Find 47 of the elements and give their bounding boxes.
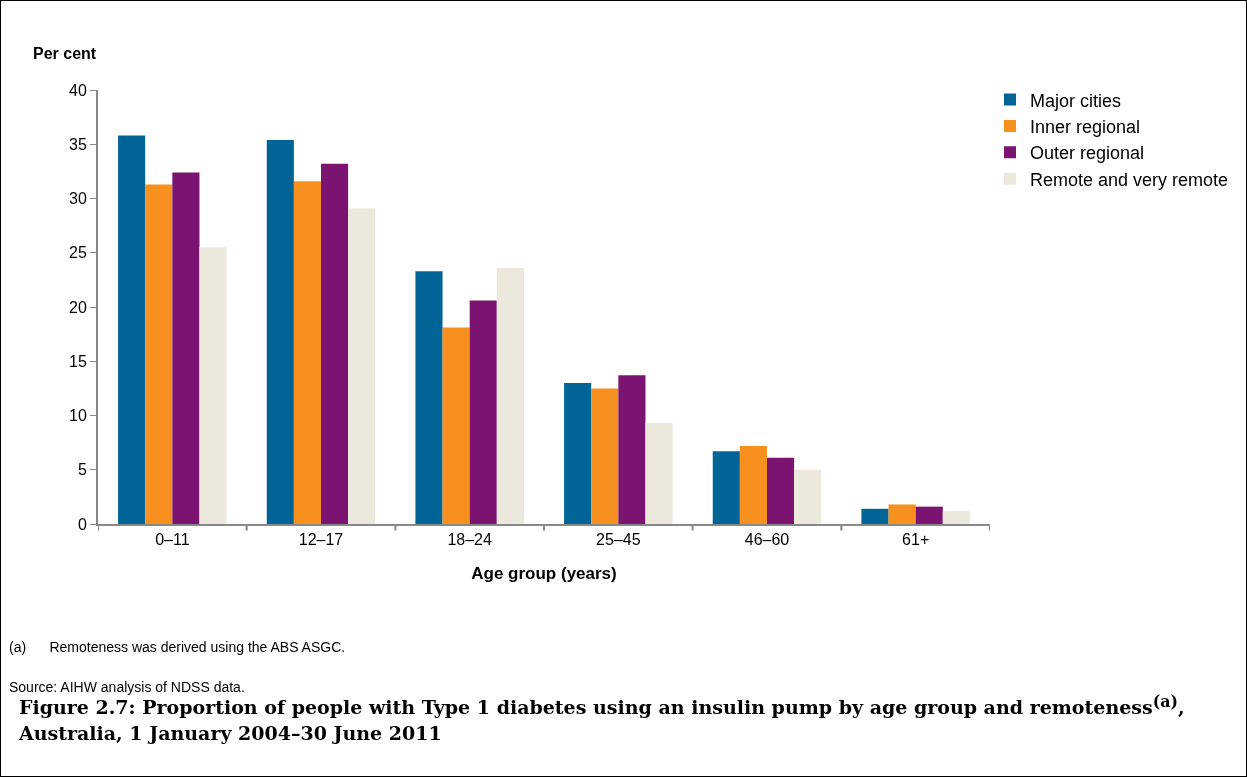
x-tick-label: 61+ <box>902 531 930 549</box>
bar <box>645 423 673 524</box>
legend-label: Inner regional <box>1030 116 1141 137</box>
bar <box>739 445 767 524</box>
y-tick-label: 35 <box>69 135 87 153</box>
bar <box>712 451 740 524</box>
text: (a) Remoteness was derived using the ABS ASGC. <box>9 639 346 655</box>
y-axis-title: Per cent <box>33 45 97 62</box>
source-note: Source: AIHW analysis of NDSS data. <box>9 679 245 695</box>
bar <box>266 139 294 524</box>
y-tick-label: 5 <box>77 461 87 479</box>
bar <box>442 327 470 524</box>
legend-label: Outer regional <box>1030 143 1145 164</box>
bar <box>794 469 822 524</box>
bar <box>496 267 524 524</box>
legend-label: Remote and very remote <box>1030 169 1229 190</box>
bar <box>321 163 349 524</box>
bar <box>415 271 443 524</box>
legend-label: Major cities <box>1030 90 1122 111</box>
y-tick-label: 15 <box>69 352 87 370</box>
x-tick-label: 46–60 <box>744 531 790 549</box>
x-tick-label: 0–11 <box>155 531 190 549</box>
bar <box>861 508 889 524</box>
y-tick-label: 40 <box>69 81 87 99</box>
bar <box>293 181 321 524</box>
bar <box>942 510 970 524</box>
y-tick-label: 10 <box>69 407 87 425</box>
x-axis-title: Age group (years) <box>471 564 617 584</box>
bar <box>888 504 916 524</box>
bar <box>564 382 592 524</box>
y-tick-label: 30 <box>69 190 87 208</box>
bar <box>118 135 146 524</box>
bar <box>469 300 497 524</box>
bar <box>618 375 646 524</box>
bar <box>348 208 376 524</box>
bar <box>915 506 943 524</box>
x-tick-label: 18–24 <box>447 531 493 549</box>
x-tick-label: 12–17 <box>298 531 344 549</box>
bar <box>145 184 173 524</box>
x-tick-label: 25–45 <box>596 531 641 549</box>
y-tick-label: 25 <box>69 244 87 262</box>
bar <box>591 388 619 524</box>
bar <box>199 247 227 524</box>
bar <box>767 457 795 524</box>
bar <box>172 172 200 524</box>
y-tick-label: 0 <box>77 515 87 533</box>
y-tick-label: 20 <box>69 298 87 316</box>
